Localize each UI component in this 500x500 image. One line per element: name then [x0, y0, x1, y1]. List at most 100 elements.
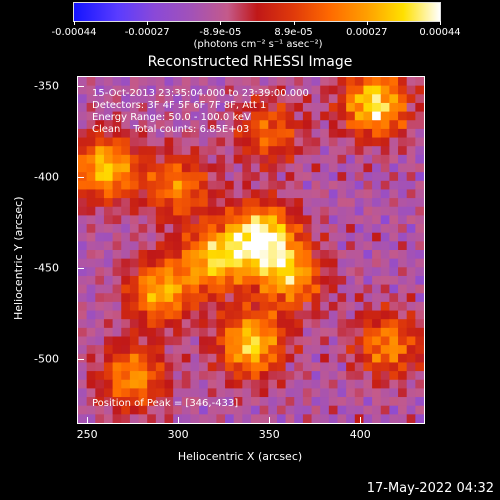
heatmap-cell [225, 310, 235, 320]
heatmap-cell [129, 94, 140, 104]
heatmap-cell [242, 163, 252, 173]
heatmap-cell [242, 414, 252, 423]
heatmap-cell [225, 293, 235, 303]
heatmap-cell [380, 327, 390, 337]
heatmap-cell [78, 388, 88, 398]
heatmap-cell [311, 146, 321, 156]
heatmap-cell [406, 284, 416, 294]
heatmap-cell [121, 405, 131, 415]
heatmap-cell [320, 275, 330, 286]
heatmap-cell [199, 120, 209, 130]
heatmap-cell [415, 327, 424, 337]
heatmap-cell [354, 224, 364, 234]
heatmap-cell [285, 345, 295, 355]
heatmap-cell [242, 388, 252, 398]
heatmap-cell [103, 154, 114, 164]
heatmap-cell [138, 405, 148, 415]
heatmap-cell [294, 388, 304, 398]
heatmap [78, 77, 424, 423]
heatmap-cell [147, 327, 157, 337]
heatmap-cell [363, 137, 373, 147]
heatmap-cell [320, 189, 330, 199]
heatmap-cell [190, 258, 200, 268]
heatmap-cell [147, 94, 157, 104]
heatmap-cell [164, 128, 174, 139]
heatmap-cell [155, 94, 165, 104]
heatmap-cell [398, 388, 408, 398]
heatmap-cell [259, 241, 269, 251]
heatmap-cell [147, 310, 157, 320]
heatmap-cell [181, 128, 191, 139]
heatmap-cell [294, 293, 304, 303]
heatmap-cell [138, 362, 148, 372]
y-tick-label: -450 [34, 261, 59, 275]
heatmap-cell [354, 146, 364, 156]
heatmap-cell [225, 397, 235, 407]
heatmap-cell [199, 154, 209, 164]
heatmap-cell [112, 310, 122, 320]
heatmap-cell [354, 128, 364, 139]
heatmap-cell [389, 301, 399, 312]
heatmap-cell [311, 77, 321, 87]
heatmap-cell [155, 405, 165, 415]
heatmap-cell [363, 293, 373, 303]
heatmap-cell [328, 267, 338, 277]
heatmap-cell [285, 232, 295, 242]
heatmap-cell [112, 120, 122, 130]
heatmap-cell [372, 353, 382, 363]
heatmap-cell [207, 362, 217, 372]
heatmap-cell [173, 137, 183, 147]
heatmap-cell [181, 85, 191, 95]
heatmap-cell [294, 405, 304, 415]
heatmap-cell [415, 172, 424, 182]
heatmap-cell [415, 128, 424, 139]
heatmap-cell [199, 241, 209, 251]
heatmap-cell [398, 77, 408, 87]
heatmap-cell [285, 241, 295, 251]
heatmap-cell [112, 388, 122, 398]
heatmap-cell [190, 232, 200, 242]
heatmap-cell [259, 146, 269, 156]
heatmap-cell [207, 414, 217, 423]
heatmap-cell [389, 77, 399, 87]
heatmap-cell [147, 388, 157, 398]
colorbar-tick-label: 0.00044 [419, 27, 461, 38]
heatmap-cell [389, 397, 399, 407]
heatmap-cell [328, 241, 338, 251]
heatmap-cell [276, 85, 287, 95]
heatmap-cell [190, 198, 200, 208]
heatmap-cell [251, 405, 261, 415]
heatmap-cell [328, 198, 338, 208]
heatmap-cell [337, 379, 347, 389]
heatmap-cell [372, 414, 382, 423]
heatmap-cell [155, 275, 165, 286]
heatmap-cell [372, 267, 382, 277]
heatmap-cell [285, 258, 295, 268]
heatmap-cell [389, 241, 399, 251]
heatmap-cell [112, 198, 122, 208]
heatmap-cell [190, 85, 200, 95]
heatmap-cell [337, 102, 347, 113]
heatmap-cell [233, 94, 243, 104]
heatmap-cell [233, 146, 243, 156]
heatmap-cell [251, 327, 261, 337]
heatmap-cell [380, 336, 390, 346]
heatmap-cell [199, 284, 209, 294]
heatmap-cell [112, 301, 122, 312]
heatmap-cell [406, 336, 416, 346]
heatmap-cell [129, 224, 140, 234]
heatmap-cell [346, 310, 356, 320]
colorbar-tick [366, 21, 368, 25]
heatmap-cell [225, 189, 235, 199]
heatmap-cell [95, 198, 105, 208]
heatmap-cell [320, 397, 330, 407]
heatmap-cell [285, 85, 295, 95]
heatmap-cell [103, 284, 114, 294]
heatmap-cell [398, 336, 408, 346]
heatmap-cell [337, 397, 347, 407]
heatmap-cell [268, 224, 278, 234]
heatmap-cell [147, 85, 157, 95]
heatmap-cell [173, 405, 183, 415]
heatmap-cell [363, 379, 373, 389]
heatmap-cell [328, 275, 338, 286]
